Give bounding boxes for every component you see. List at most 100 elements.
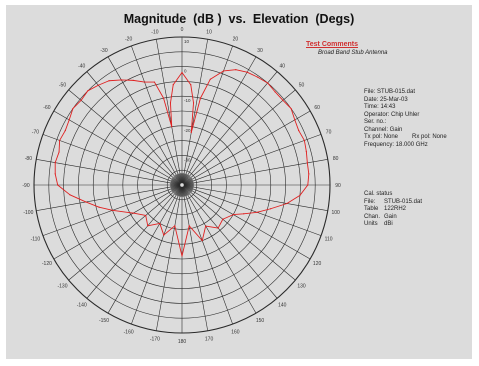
- trace-point: [169, 102, 172, 104]
- grid-spoke: [193, 134, 322, 182]
- cal-file-label: File:: [364, 198, 376, 205]
- trace-point: [217, 227, 219, 229]
- angle-tick-label: 20: [233, 36, 239, 42]
- trace-point: [270, 208, 272, 210]
- angle-tick-label: -30: [100, 48, 107, 54]
- grid-spoke: [193, 186, 328, 211]
- grid-spoke: [183, 39, 208, 174]
- trace-point: [64, 129, 66, 132]
- trace-point: [181, 71, 183, 74]
- trace-point: [174, 225, 176, 227]
- trace-point: [172, 84, 174, 86]
- grid-spoke: [185, 45, 233, 174]
- grid-spoke: [193, 159, 328, 184]
- trace-point: [199, 97, 202, 99]
- angle-tick-label: 120: [313, 261, 322, 267]
- trace-point: [108, 80, 110, 82]
- trace-point: [235, 69, 237, 71]
- angle-tick-label: 50: [299, 83, 305, 89]
- grid-spoke: [68, 89, 174, 178]
- file-time: Time: 14:43: [364, 104, 396, 110]
- cal-info-panel: Cal. status File: STUB-015.dat Table 122RH…: [364, 191, 422, 229]
- angle-tick-label: 180: [178, 339, 187, 345]
- trace-point: [59, 139, 61, 142]
- grid-spoke: [190, 89, 296, 178]
- radial-tick-label: -30: [184, 157, 191, 162]
- test-comments-header: Test Comments: [306, 41, 358, 48]
- trace-point: [232, 214, 234, 216]
- trace-point: [87, 90, 89, 92]
- cal-table-label: Table: [364, 206, 379, 212]
- grid-spoke: [86, 71, 175, 177]
- angle-tick-label: -20: [125, 36, 132, 42]
- radial-tick-label: -20: [184, 128, 191, 133]
- trace-point: [171, 126, 173, 128]
- angle-tick-label: 150: [256, 318, 265, 324]
- trace-point: [58, 151, 60, 153]
- trace-point: [192, 102, 195, 104]
- file-frequency: Frequency: 18.000 GHz: [364, 141, 428, 148]
- grid-spoke: [131, 45, 179, 174]
- trace-point: [290, 108, 292, 110]
- trace-point: [308, 173, 310, 175]
- trace-point: [85, 201, 87, 203]
- file-polarization: Tx pol: None Rx pol: None: [364, 134, 447, 142]
- angle-tick-label: 0: [181, 27, 184, 33]
- cal-chan-label: Chan.: [364, 213, 381, 220]
- cal-chan-value: Gain: [384, 213, 397, 220]
- trace-point: [243, 213, 245, 215]
- trace-point: [145, 214, 147, 217]
- chart-title: Magnitude (dB ) vs. Elevation (Degs): [123, 12, 355, 26]
- grid-spoke: [53, 190, 172, 260]
- trace-point: [98, 206, 100, 208]
- angle-tick-label: -80: [25, 156, 32, 162]
- grid-spoke: [156, 39, 181, 174]
- radial-tick-label: 0: [184, 69, 187, 74]
- angle-tick-label: -160: [124, 330, 134, 336]
- angle-tick-label: -170: [150, 337, 160, 343]
- grid-spoke: [189, 193, 278, 299]
- cal-status: Cal. status: [364, 191, 393, 197]
- tx-pol: Tx pol: None: [364, 134, 399, 140]
- angle-tick-label: 130: [297, 283, 306, 289]
- angle-tick-label: 30: [257, 48, 263, 54]
- trace-point: [274, 91, 276, 93]
- trace-point: [282, 99, 284, 101]
- angle-tick-label: -140: [77, 303, 87, 309]
- trace-point: [222, 70, 225, 72]
- trace-point: [299, 194, 301, 196]
- angle-tick-label: 60: [314, 105, 320, 111]
- grid-spoke: [183, 196, 208, 331]
- angle-tick-label: 80: [333, 156, 339, 162]
- angle-tick-label: 40: [279, 64, 285, 70]
- trace-point: [132, 79, 134, 81]
- test-comments-text: Broad Band Stub Antenna: [318, 50, 388, 56]
- grid-spoke: [131, 196, 179, 325]
- angle-tick-label: 10: [206, 29, 212, 35]
- cal-file-row: File: STUB-015.dat: [364, 199, 422, 207]
- trace-point: [256, 211, 258, 213]
- cal-chan-row: Chan. Gain: [364, 214, 422, 222]
- grid-spoke: [36, 186, 171, 211]
- cal-units-row: Units dBi: [364, 221, 422, 229]
- trace-point: [294, 119, 296, 121]
- angle-tick-label: 160: [231, 330, 240, 336]
- grid-spoke: [107, 56, 177, 175]
- cal-units-label: Units: [364, 221, 378, 227]
- grid-spoke: [156, 196, 181, 331]
- trace-point: [72, 108, 74, 110]
- trace-point: [307, 184, 309, 186]
- grid-spoke: [192, 190, 311, 260]
- trace-point: [153, 81, 156, 83]
- radial-tick-label: 10: [184, 39, 190, 44]
- grid-spoke: [53, 110, 172, 180]
- angle-tick-label: -70: [32, 130, 39, 136]
- angle-tick-label: -90: [22, 183, 29, 189]
- trace-point: [147, 225, 149, 227]
- angle-tick-label: 140: [278, 303, 287, 309]
- cal-units-value: dBi: [384, 221, 393, 227]
- trace-point: [222, 218, 224, 220]
- grid-spoke: [86, 193, 175, 299]
- rx-pol: Rx pol: None: [412, 134, 447, 140]
- trace-point: [190, 84, 192, 86]
